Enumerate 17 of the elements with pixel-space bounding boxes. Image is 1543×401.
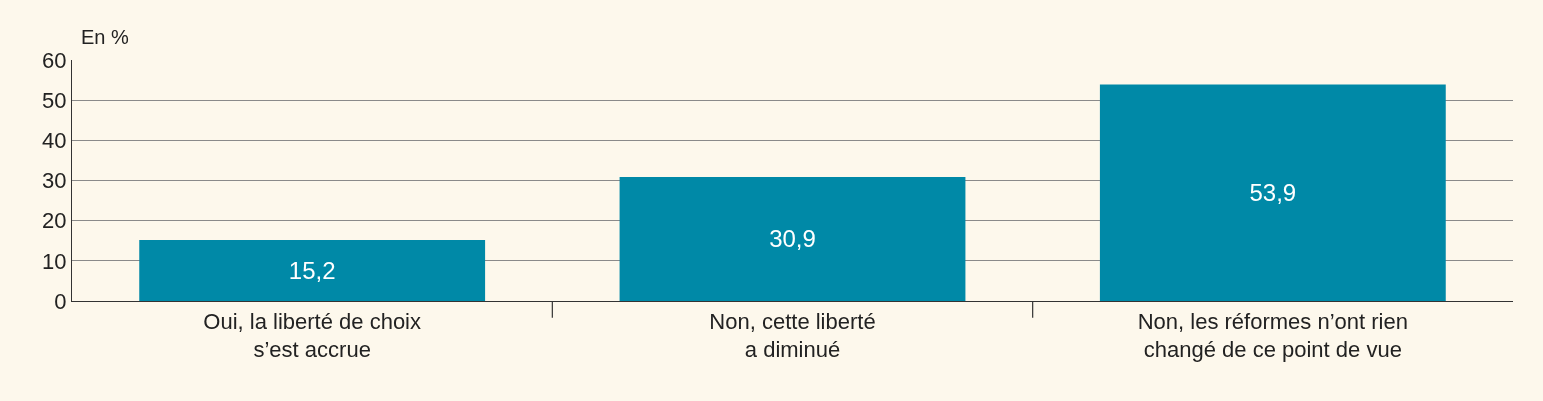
x-tick-label: Non, cette liberté a diminué	[709, 308, 876, 363]
y-tick-label: 0	[54, 288, 67, 314]
bar	[619, 176, 966, 301]
x-tick-label: Non, les réformes n’ont rien changé de ce point de vue	[1137, 308, 1408, 363]
y-tick-label: 20	[42, 208, 67, 234]
y-tick-label: 60	[42, 47, 67, 73]
data-label: 53,9	[1249, 179, 1297, 207]
y-tick-label: 30	[42, 168, 67, 194]
y-axis-title: En %	[81, 26, 130, 48]
data-label: 30,9	[769, 225, 816, 253]
data-label: 15,2	[288, 256, 336, 284]
y-tick-label: 40	[42, 128, 67, 154]
x-tick-label: Oui, la liberté de choix s’est accrue	[203, 308, 422, 363]
bar	[1099, 84, 1446, 301]
y-tick-label: 10	[42, 248, 67, 274]
y-tick-label: 50	[42, 87, 67, 113]
bar	[139, 239, 486, 301]
